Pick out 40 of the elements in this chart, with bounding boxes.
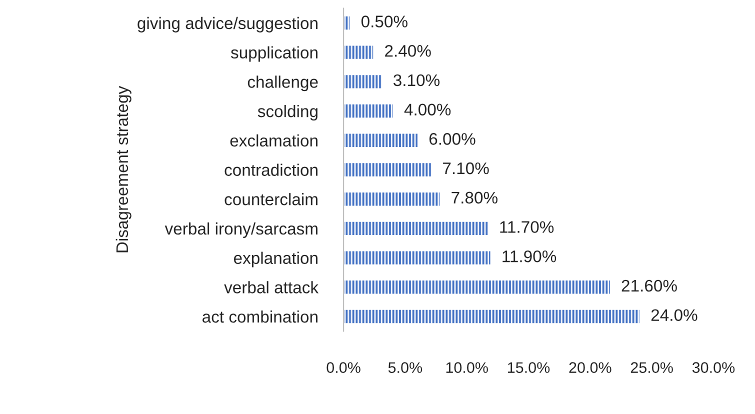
bar <box>344 75 382 88</box>
y-tick-label: act combination <box>202 310 318 323</box>
bar <box>344 46 374 59</box>
y-tick-label: supplication <box>230 46 318 62</box>
data-label: 24.0% <box>651 309 698 321</box>
y-tick-label: contradiction <box>224 164 318 176</box>
x-tick-label: 30.0% <box>692 362 735 373</box>
data-label: 7.10% <box>443 162 489 174</box>
y-tick-label: explanation <box>234 252 318 268</box>
bar <box>344 192 440 206</box>
data-label: 11.90% <box>502 250 556 262</box>
bar <box>344 251 490 264</box>
data-label: 7.80% <box>452 192 498 204</box>
x-tick-label: 20.0% <box>569 362 612 373</box>
x-tick-label: 15.0% <box>508 362 550 373</box>
data-label: 6.00% <box>429 133 476 145</box>
y-tick-label: scolding <box>258 104 318 121</box>
x-tick-label: 5.0% <box>388 362 422 373</box>
x-tick-label: 10.0% <box>446 362 488 373</box>
data-label: 4.00% <box>404 104 451 116</box>
bar <box>344 310 640 324</box>
y-tick-label: giving advice/suggestion <box>138 16 318 32</box>
bar <box>344 280 610 294</box>
data-label: 21.60% <box>622 280 677 292</box>
bar <box>344 104 393 118</box>
data-label: 0.50% <box>361 16 408 28</box>
x-tick-label: 0.0% <box>326 362 360 373</box>
data-label: 3.10% <box>394 74 440 86</box>
y-tick-label: challenge <box>248 76 318 92</box>
bar <box>344 222 488 236</box>
data-label: 11.70% <box>500 221 554 233</box>
bar <box>344 163 432 176</box>
y-tick-label: verbal irony/sarcasm <box>164 222 318 238</box>
y-axis-title: Disagreement strategy <box>116 86 132 252</box>
data-label: 2.40% <box>385 44 431 57</box>
x-tick-label: 25.0% <box>630 362 673 373</box>
y-tick-label: exclamation <box>230 134 318 147</box>
bar <box>344 134 418 147</box>
y-tick-label: verbal attack <box>224 281 319 294</box>
y-tick-label: counterclaim <box>224 193 318 206</box>
